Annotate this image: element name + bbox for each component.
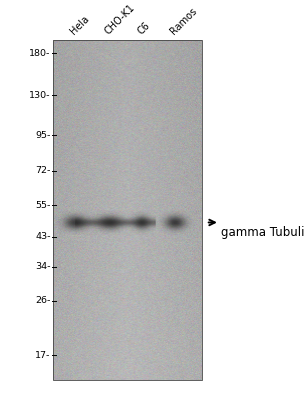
Text: Hela: Hela	[68, 14, 91, 37]
Text: C6: C6	[136, 21, 152, 37]
Text: Ramos: Ramos	[168, 6, 199, 37]
Text: 55-: 55-	[35, 200, 51, 210]
Text: 26-: 26-	[35, 296, 51, 305]
Text: 43-: 43-	[35, 232, 51, 241]
Text: 130-: 130-	[29, 90, 51, 100]
Text: 34-: 34-	[35, 262, 51, 271]
Text: 95-: 95-	[35, 131, 51, 140]
Text: CHO-K1: CHO-K1	[103, 3, 137, 37]
Text: 180-: 180-	[29, 49, 51, 58]
Text: gamma Tubulin: gamma Tubulin	[221, 226, 304, 239]
Text: 72-: 72-	[35, 166, 51, 175]
Bar	[53, 40, 202, 380]
Text: 17-: 17-	[35, 351, 51, 360]
